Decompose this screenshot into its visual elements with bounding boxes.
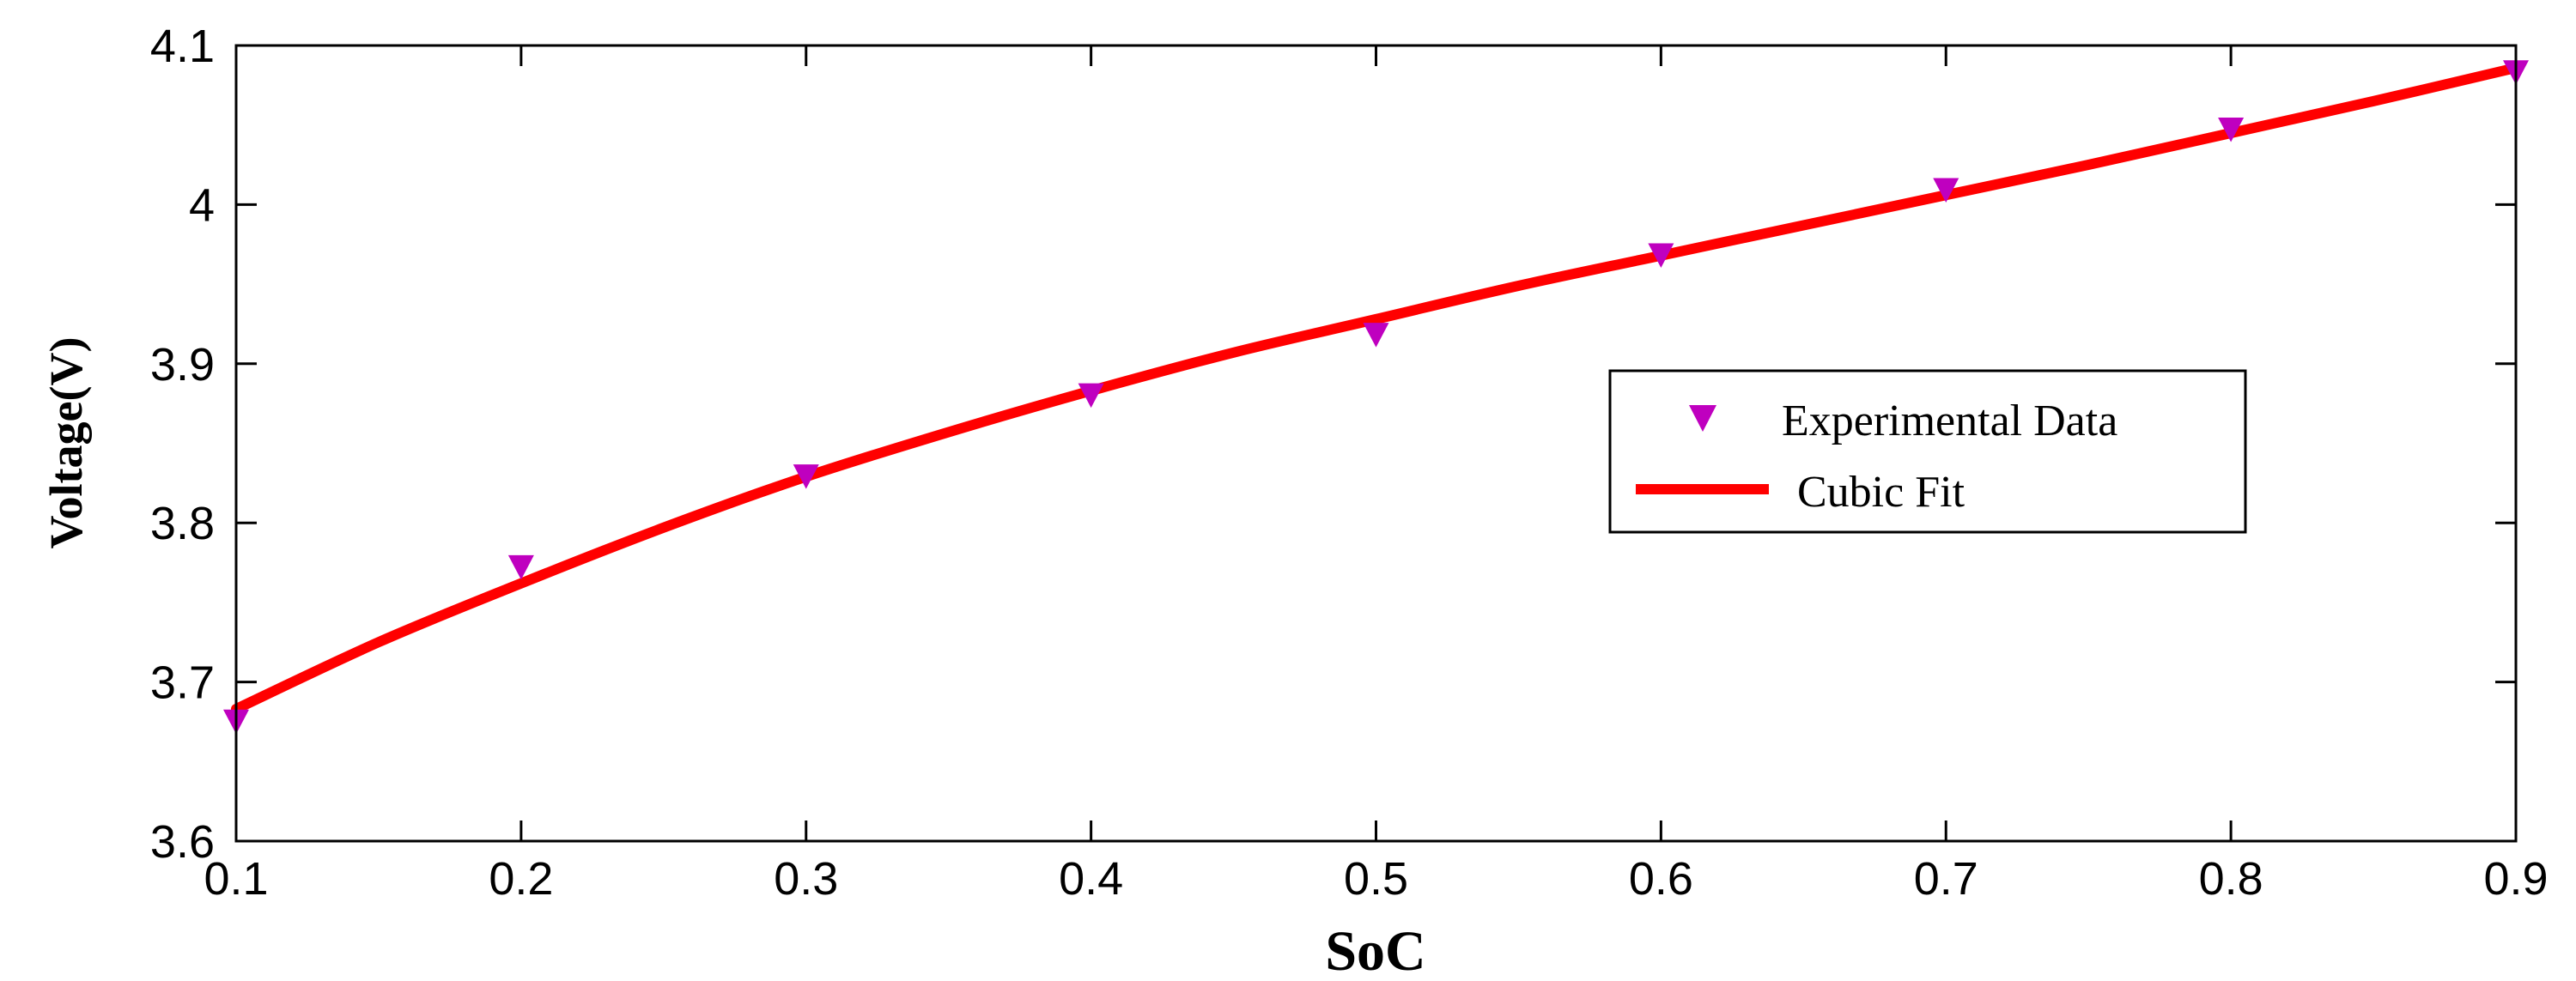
experimental-data-point	[1363, 323, 1389, 348]
experimental-data-point	[1933, 178, 1959, 203]
y-tick-label: 3.6	[150, 816, 215, 868]
x-tick-label: 0.2	[489, 853, 553, 905]
legend-marker-experimental-data	[1689, 405, 1716, 432]
x-tick-label: 0.8	[2199, 853, 2263, 905]
experimental-data-point	[507, 554, 534, 580]
x-tick-label: 0.1	[204, 853, 268, 905]
y-tick-label: 3.7	[150, 657, 215, 709]
legend-box	[1608, 369, 2247, 534]
x-tick-label: 0.9	[2483, 853, 2548, 905]
legend-label-cubic-fit: Cubic Fit	[1797, 468, 1965, 517]
experimental-data-point	[1648, 243, 1674, 268]
x-tick-label: 0.6	[1629, 853, 1693, 905]
experimental-data-point	[793, 464, 819, 489]
y-tick-label: 3.9	[150, 339, 215, 391]
y-tick-label: 3.8	[150, 498, 215, 549]
plot-frame	[234, 44, 2518, 843]
x-tick-label: 0.5	[1344, 853, 1408, 905]
legend-label-experimental-data: Experimental Data	[1782, 397, 2117, 445]
x-tick-label: 0.7	[1914, 853, 1978, 905]
tick-labels: 0.1 0.2 0.3 0.4 0.5 0.6 0.7 0.8 0.9 3.6 3.7 3.8 3.9 4…	[150, 21, 2549, 905]
x-tick-label: 0.3	[774, 853, 838, 905]
y-tick-label: 4	[189, 179, 215, 231]
experimental-data-point	[1078, 383, 1104, 409]
experimental-data-point	[2218, 118, 2245, 142]
x-tick-label: 0.4	[1059, 853, 1123, 905]
y-axis-title: Voltage(V)	[40, 337, 92, 549]
x-axis-title: SoC	[1325, 920, 1425, 981]
y-tick-label: 4.1	[150, 21, 215, 72]
legend: Experimental Data Cubic Fit	[1608, 369, 2247, 534]
cubic-fit-line	[231, 63, 2521, 715]
